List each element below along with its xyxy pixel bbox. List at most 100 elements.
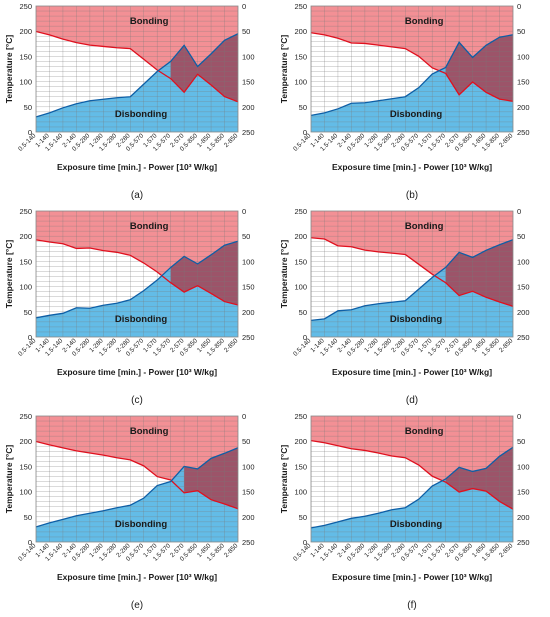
y2-tick-label: 250 bbox=[517, 128, 530, 137]
x-tick-label: 2-850 bbox=[223, 337, 240, 354]
x-axis-label: Exposure time [min.] - Power [10³ W/kg] bbox=[57, 572, 217, 582]
y-tick-label: 50 bbox=[299, 513, 307, 522]
y2-tick-label: 200 bbox=[242, 513, 255, 522]
panel-label: (b) bbox=[406, 190, 418, 201]
y2-tick-label: 50 bbox=[242, 232, 250, 241]
x-tick-label: 2-850 bbox=[223, 132, 240, 149]
y-tick-label: 0 bbox=[28, 538, 32, 547]
y2-tick-label: 50 bbox=[517, 232, 525, 241]
y-tick-label: 150 bbox=[19, 462, 32, 471]
plot-frame bbox=[310, 415, 514, 543]
series-line-disbonding bbox=[311, 239, 513, 322]
y2-tick-label: 250 bbox=[242, 333, 255, 342]
y2-tick-label: 200 bbox=[242, 103, 255, 112]
series-line-disbonding bbox=[311, 34, 513, 117]
y-tick-label: 150 bbox=[19, 257, 32, 266]
plot-frame bbox=[35, 210, 239, 338]
series-line-bonding bbox=[311, 32, 513, 102]
y-tick-label: 50 bbox=[24, 103, 32, 112]
y2-tick-label: 150 bbox=[517, 488, 530, 497]
y2-tick-label: 100 bbox=[242, 52, 255, 61]
y2-tick-label: 150 bbox=[242, 283, 255, 292]
x-axis-label: Exposure time [min.] - Power [10³ W/kg] bbox=[57, 162, 217, 172]
y-axis-label: Temperature [°C] bbox=[279, 240, 289, 309]
y-axis-label: Temperature [°C] bbox=[4, 445, 14, 514]
y-tick-label: 200 bbox=[19, 437, 32, 446]
series-line-bonding bbox=[311, 439, 513, 510]
overlap-area bbox=[445, 447, 513, 510]
annotation-disbonding: Disbonding bbox=[115, 109, 167, 120]
y2-tick-label: 50 bbox=[242, 27, 250, 36]
panel-label: (a) bbox=[131, 190, 143, 201]
y2-tick-label: 50 bbox=[517, 437, 525, 446]
plot-area bbox=[311, 416, 513, 542]
x-tick-label: 2-850 bbox=[498, 337, 515, 354]
y-tick-label: 150 bbox=[294, 462, 307, 471]
plot-frame bbox=[35, 5, 239, 133]
series-line-disbonding bbox=[36, 33, 238, 118]
y-tick-label: 100 bbox=[19, 283, 32, 292]
panel-label: (d) bbox=[406, 395, 418, 406]
y-tick-label: 250 bbox=[294, 2, 307, 11]
y-tick-label: 200 bbox=[294, 232, 307, 241]
annotation-disbonding: Disbonding bbox=[390, 519, 442, 530]
x-axis-label: Exposure time [min.] - Power [10³ W/kg] bbox=[332, 162, 492, 172]
y-tick-label: 150 bbox=[19, 52, 32, 61]
y2-tick-label: 200 bbox=[517, 103, 530, 112]
y2-tick-label: 150 bbox=[517, 78, 530, 87]
x-axis-label: Exposure time [min.] - Power [10³ W/kg] bbox=[332, 367, 492, 377]
y2-tick-label: 150 bbox=[517, 283, 530, 292]
annotation-bonding: Bonding bbox=[130, 16, 169, 27]
x-tick-label: 2-850 bbox=[498, 542, 515, 559]
y-axis-label: Temperature [°C] bbox=[279, 35, 289, 104]
y-tick-label: 50 bbox=[299, 103, 307, 112]
series-line-bonding bbox=[36, 239, 238, 306]
y2-tick-label: 200 bbox=[517, 308, 530, 317]
y2-tick-label: 50 bbox=[517, 27, 525, 36]
y-tick-label: 100 bbox=[294, 283, 307, 292]
annotation-bonding: Bonding bbox=[405, 426, 444, 437]
y-tick-label: 0 bbox=[28, 128, 32, 137]
y-tick-label: 50 bbox=[24, 513, 32, 522]
grid bbox=[311, 416, 513, 542]
y-tick-label: 0 bbox=[303, 128, 307, 137]
y2-tick-label: 100 bbox=[242, 462, 255, 471]
plot-area bbox=[311, 6, 513, 132]
y-axis-label: Temperature [°C] bbox=[279, 445, 289, 514]
plot-area bbox=[36, 6, 238, 132]
y-tick-label: 100 bbox=[294, 78, 307, 87]
y-tick-label: 100 bbox=[294, 488, 307, 497]
y2-tick-label: 200 bbox=[517, 513, 530, 522]
y-tick-label: 0 bbox=[28, 333, 32, 342]
y2-tick-label: 150 bbox=[242, 488, 255, 497]
y2-tick-label: 0 bbox=[242, 207, 246, 216]
x-tick-label: 2-850 bbox=[498, 132, 515, 149]
y2-tick-label: 100 bbox=[517, 257, 530, 266]
plot-frame bbox=[310, 210, 514, 338]
series-line-bonding bbox=[36, 30, 238, 103]
y2-tick-label: 0 bbox=[517, 412, 521, 421]
y2-tick-label: 0 bbox=[242, 2, 246, 11]
y-tick-label: 200 bbox=[19, 27, 32, 36]
y-tick-label: 200 bbox=[19, 232, 32, 241]
x-tick-label: 2-850 bbox=[223, 542, 240, 559]
x-axis-label: Exposure time [min.] - Power [10³ W/kg] bbox=[57, 367, 217, 377]
y-tick-label: 50 bbox=[24, 308, 32, 317]
plot-frame bbox=[35, 415, 239, 543]
y-tick-label: 250 bbox=[19, 412, 32, 421]
panel-label: (c) bbox=[131, 395, 143, 406]
series-line-bonding bbox=[36, 440, 238, 510]
y-tick-label: 0 bbox=[303, 538, 307, 547]
annotation-disbonding: Disbonding bbox=[390, 109, 442, 120]
annotation-disbonding: Disbonding bbox=[115, 314, 167, 325]
annotation-bonding: Bonding bbox=[130, 221, 169, 232]
grid bbox=[36, 211, 238, 337]
annotation-bonding: Bonding bbox=[405, 16, 444, 27]
